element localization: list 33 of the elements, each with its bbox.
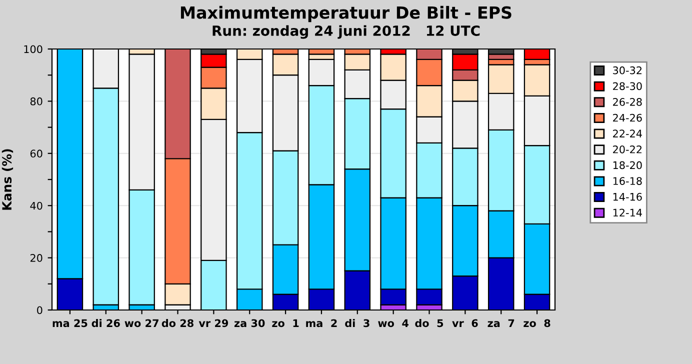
legend-label: 20-22 (613, 145, 642, 154)
legend-label: 16-18 (613, 177, 642, 185)
x-tick-label: za 30 (234, 319, 265, 328)
legend-label: 26-28 (613, 98, 642, 106)
y-tick-label: 20 (30, 254, 42, 262)
legend-label: 18-20 (613, 161, 642, 170)
y-axis-title: Kans (%) (2, 149, 14, 210)
y-tick-label: 0 (37, 306, 42, 314)
chart-subtitle: Run: zondag 24 juni 2012 12 UTC (212, 25, 480, 39)
legend-label: 22-24 (613, 130, 642, 138)
legend-label: 12-14 (613, 208, 642, 216)
x-tick-label: ma 2 (306, 319, 337, 328)
y-tick-label: 80 (30, 97, 42, 106)
legend-label: 30-32 (613, 66, 642, 74)
legend-label: 24-26 (613, 114, 642, 122)
x-tick-label: wo 27 (124, 319, 158, 328)
x-tick-label: do 28 (162, 319, 194, 328)
x-tick-label: vr 29 (198, 319, 228, 328)
x-tick-label: do 5 (415, 319, 444, 328)
x-tick-label: vr 6 (452, 319, 478, 328)
legend-label: 28-30 (613, 82, 642, 90)
y-tick-label: 40 (30, 202, 42, 210)
x-tick-label: zo 1 (272, 319, 299, 328)
legend-label: 14-16 (613, 192, 642, 201)
x-tick-label: zo 8 (524, 319, 550, 328)
x-tick-label: wo 4 (378, 319, 408, 328)
chart-title: Maximumtemperatuur De Bilt - EPS (180, 6, 512, 22)
y-tick-label: 100 (24, 45, 42, 54)
x-tick-label: di 3 (345, 319, 370, 328)
x-tick-label: di 26 (92, 319, 120, 328)
x-tick-label: ma 25 (52, 319, 88, 328)
x-tick-label: za 7 (488, 319, 514, 328)
y-tick-label: 60 (30, 150, 42, 158)
